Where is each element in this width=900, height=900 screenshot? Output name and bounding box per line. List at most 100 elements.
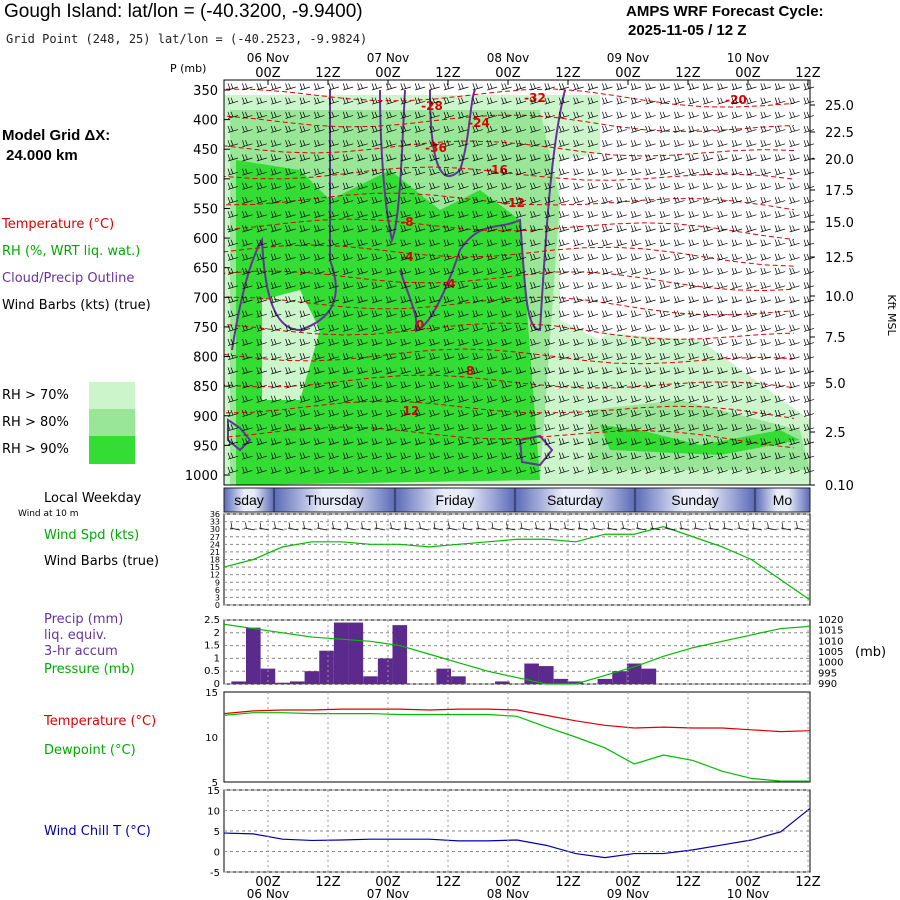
precip-bar xyxy=(553,678,569,684)
wind-barb xyxy=(515,310,527,318)
wind-barb xyxy=(458,381,469,389)
wind-barb xyxy=(299,282,311,290)
wind-barb xyxy=(458,466,469,474)
wind-barb xyxy=(616,282,627,290)
wind-barb xyxy=(688,211,699,219)
wind-barb xyxy=(256,367,267,375)
wind-barb xyxy=(558,211,570,219)
wind-barb xyxy=(731,452,743,460)
wind-barb xyxy=(256,438,267,446)
wind-barb xyxy=(688,324,699,332)
wind-barb xyxy=(602,381,613,389)
wind-barb xyxy=(717,452,728,460)
wind-barb xyxy=(674,267,685,275)
wind-barb xyxy=(357,452,368,460)
wind-barb xyxy=(803,438,815,446)
wind-barb xyxy=(328,225,339,233)
wind-barb xyxy=(285,395,296,403)
wind-barb xyxy=(429,125,440,133)
wind-barb xyxy=(746,367,757,375)
wind-barb xyxy=(645,196,656,204)
wind-barb xyxy=(587,253,599,261)
wind-barb xyxy=(242,125,253,133)
wind-barb xyxy=(674,211,685,219)
wind-barb xyxy=(270,225,282,233)
cloud-outline xyxy=(231,90,337,351)
wind-barb xyxy=(717,338,728,346)
wind-barb xyxy=(789,438,800,446)
wind-barb xyxy=(731,338,743,346)
kft-tick-label: 7.5 xyxy=(825,331,846,346)
wind-barb xyxy=(544,310,555,318)
wind-barb xyxy=(616,324,627,332)
wind-barb xyxy=(242,310,253,318)
wind-barb xyxy=(314,424,325,432)
wind-barb xyxy=(760,211,771,219)
wind-barb xyxy=(674,438,685,446)
wind-barb xyxy=(702,381,714,389)
wind-barb xyxy=(400,424,411,432)
wind-barb xyxy=(414,125,426,133)
wind-barb xyxy=(587,310,599,318)
wind-barb xyxy=(774,83,786,91)
wind-barb xyxy=(645,395,656,403)
wind-barb xyxy=(270,395,282,403)
wind-barb xyxy=(299,196,311,204)
wind-barb xyxy=(458,424,469,432)
wind-barb xyxy=(299,225,311,233)
wind-barb xyxy=(400,395,411,403)
wind-barb xyxy=(645,125,656,133)
wind-barb xyxy=(357,367,368,375)
wind-barb xyxy=(515,97,527,105)
wind-barb xyxy=(746,211,757,219)
wind-barb xyxy=(630,253,642,261)
wind-barb xyxy=(674,111,685,119)
wind-barb xyxy=(328,338,339,346)
wind-barb xyxy=(530,239,541,247)
wind-barb xyxy=(242,296,253,304)
wind-barb xyxy=(400,310,411,318)
wind-barb xyxy=(285,296,296,304)
wind-barb xyxy=(414,395,426,403)
wind-barb xyxy=(530,97,541,105)
wind-barb xyxy=(285,367,296,375)
wind-barb xyxy=(371,168,383,176)
wind-barb xyxy=(659,296,671,304)
wind-barb xyxy=(357,239,368,247)
wind-barb xyxy=(688,225,699,233)
wind-barbs-label: Wind Barbs (true) xyxy=(44,554,160,569)
bottom-time-label: 12Z xyxy=(315,875,341,890)
wind-barb xyxy=(400,196,411,204)
wind-barb xyxy=(443,140,455,148)
surface-wind-barb xyxy=(374,522,386,531)
wind-barb xyxy=(443,424,455,432)
time-tick-label: 12Z xyxy=(795,66,821,81)
wind-barb xyxy=(472,140,483,148)
precip-bar xyxy=(524,663,539,684)
wind-barb xyxy=(674,338,685,346)
wind-barb xyxy=(285,125,296,133)
wind-barb xyxy=(227,154,239,162)
wind-barb xyxy=(803,338,815,346)
wind-barb xyxy=(256,211,267,219)
wind-barb xyxy=(731,196,743,204)
wind-barb xyxy=(256,296,267,304)
wind-barb xyxy=(573,168,584,176)
wind-barb xyxy=(414,466,426,474)
wind-barb xyxy=(645,452,656,460)
wind-barb xyxy=(731,111,743,119)
bottom-time-label: 00Z xyxy=(255,875,281,890)
wind-barb xyxy=(803,395,815,403)
wind-barb xyxy=(544,424,555,432)
wind-barb xyxy=(789,225,800,233)
wind-barb xyxy=(256,168,267,176)
wind-barb xyxy=(458,182,469,190)
wind-barb xyxy=(760,395,771,403)
kft-tick-label: 15.0 xyxy=(825,216,854,231)
wind-barb xyxy=(659,438,671,446)
p-tick-label: 950 xyxy=(193,439,218,454)
wind-barb xyxy=(544,140,555,148)
wind-barb xyxy=(472,424,483,432)
wind-barb xyxy=(702,282,714,290)
wind-legend: Wind Barbs (kts) (true) xyxy=(2,298,151,313)
